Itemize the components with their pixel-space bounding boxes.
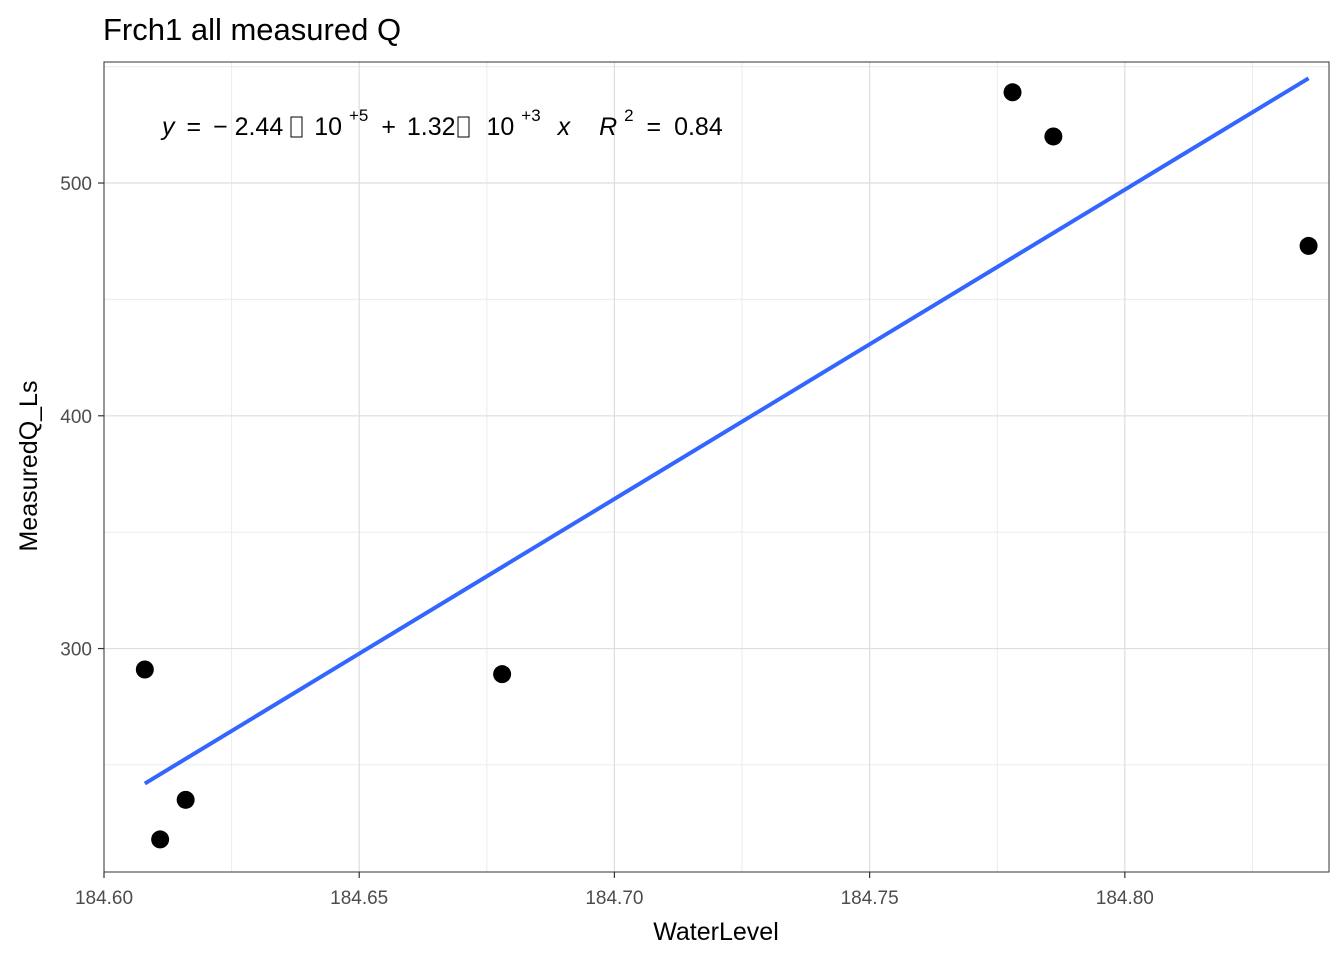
eq-coefficient-2: 1.32 <box>407 113 456 141</box>
x-axis-ticks: 184.60 184.65 184.70 184.75 184.80 <box>75 872 1154 909</box>
chart-title: Frch1 all measured Q <box>103 12 401 47</box>
x-axis-title: WaterLevel <box>653 918 779 946</box>
eq-minus: − <box>213 113 228 141</box>
eq-exponent-2: +3 <box>521 106 540 125</box>
x-tick-label: 184.80 <box>1096 888 1154 909</box>
data-point <box>176 790 195 809</box>
eq-base-1: 10 <box>314 113 342 141</box>
y-tick-label: 300 <box>60 640 92 661</box>
data-point <box>1299 236 1318 255</box>
eq-missing-glyph-2 <box>457 116 470 138</box>
svg-text:y = − 2.44: y = − 2.44 10 +5 + 1.32 10 +3 x R 2 = 0.… <box>160 99 723 141</box>
regression-line <box>143 76 1310 786</box>
eq-exponent-1: +5 <box>349 106 368 125</box>
eq-coefficient-1: 2.44 <box>235 113 284 141</box>
regression-equation: y = − 2.44 10 +5 + 1.32 10 +3 x R 2 = 0.… <box>160 99 723 141</box>
data-point <box>135 660 154 679</box>
data-point <box>1044 127 1063 146</box>
fit-line-layer <box>143 76 1310 786</box>
x-tick-label: 184.65 <box>330 888 388 909</box>
eq-base-2: 10 <box>487 113 515 141</box>
x-tick-label: 184.75 <box>841 888 899 909</box>
y-axis-title: MeasuredQ_Ls <box>15 381 43 552</box>
y-tick-label: 500 <box>60 174 92 195</box>
points-layer <box>135 83 1318 849</box>
eq-plus: + <box>381 113 396 141</box>
data-point <box>493 665 512 684</box>
eq-equals: = <box>186 113 201 141</box>
y-tick-label: 400 <box>60 407 92 428</box>
x-tick-label: 184.60 <box>75 888 133 909</box>
grid-major <box>103 62 1329 872</box>
eq-missing-glyph-1 <box>290 116 303 138</box>
data-point <box>151 830 170 849</box>
eq-r-symbol: R <box>599 113 617 141</box>
data-point <box>1003 83 1022 102</box>
y-axis-ticks: 300 400 500 <box>60 174 104 661</box>
panel-border <box>103 61 1330 873</box>
eq-r-exponent: 2 <box>624 106 633 125</box>
eq-r-equals: = <box>647 113 662 141</box>
eq-x-symbol: x <box>557 113 572 141</box>
x-tick-label: 184.70 <box>585 888 643 909</box>
eq-r-value: 0.84 <box>674 113 723 141</box>
eq-y-symbol: y <box>160 113 176 141</box>
